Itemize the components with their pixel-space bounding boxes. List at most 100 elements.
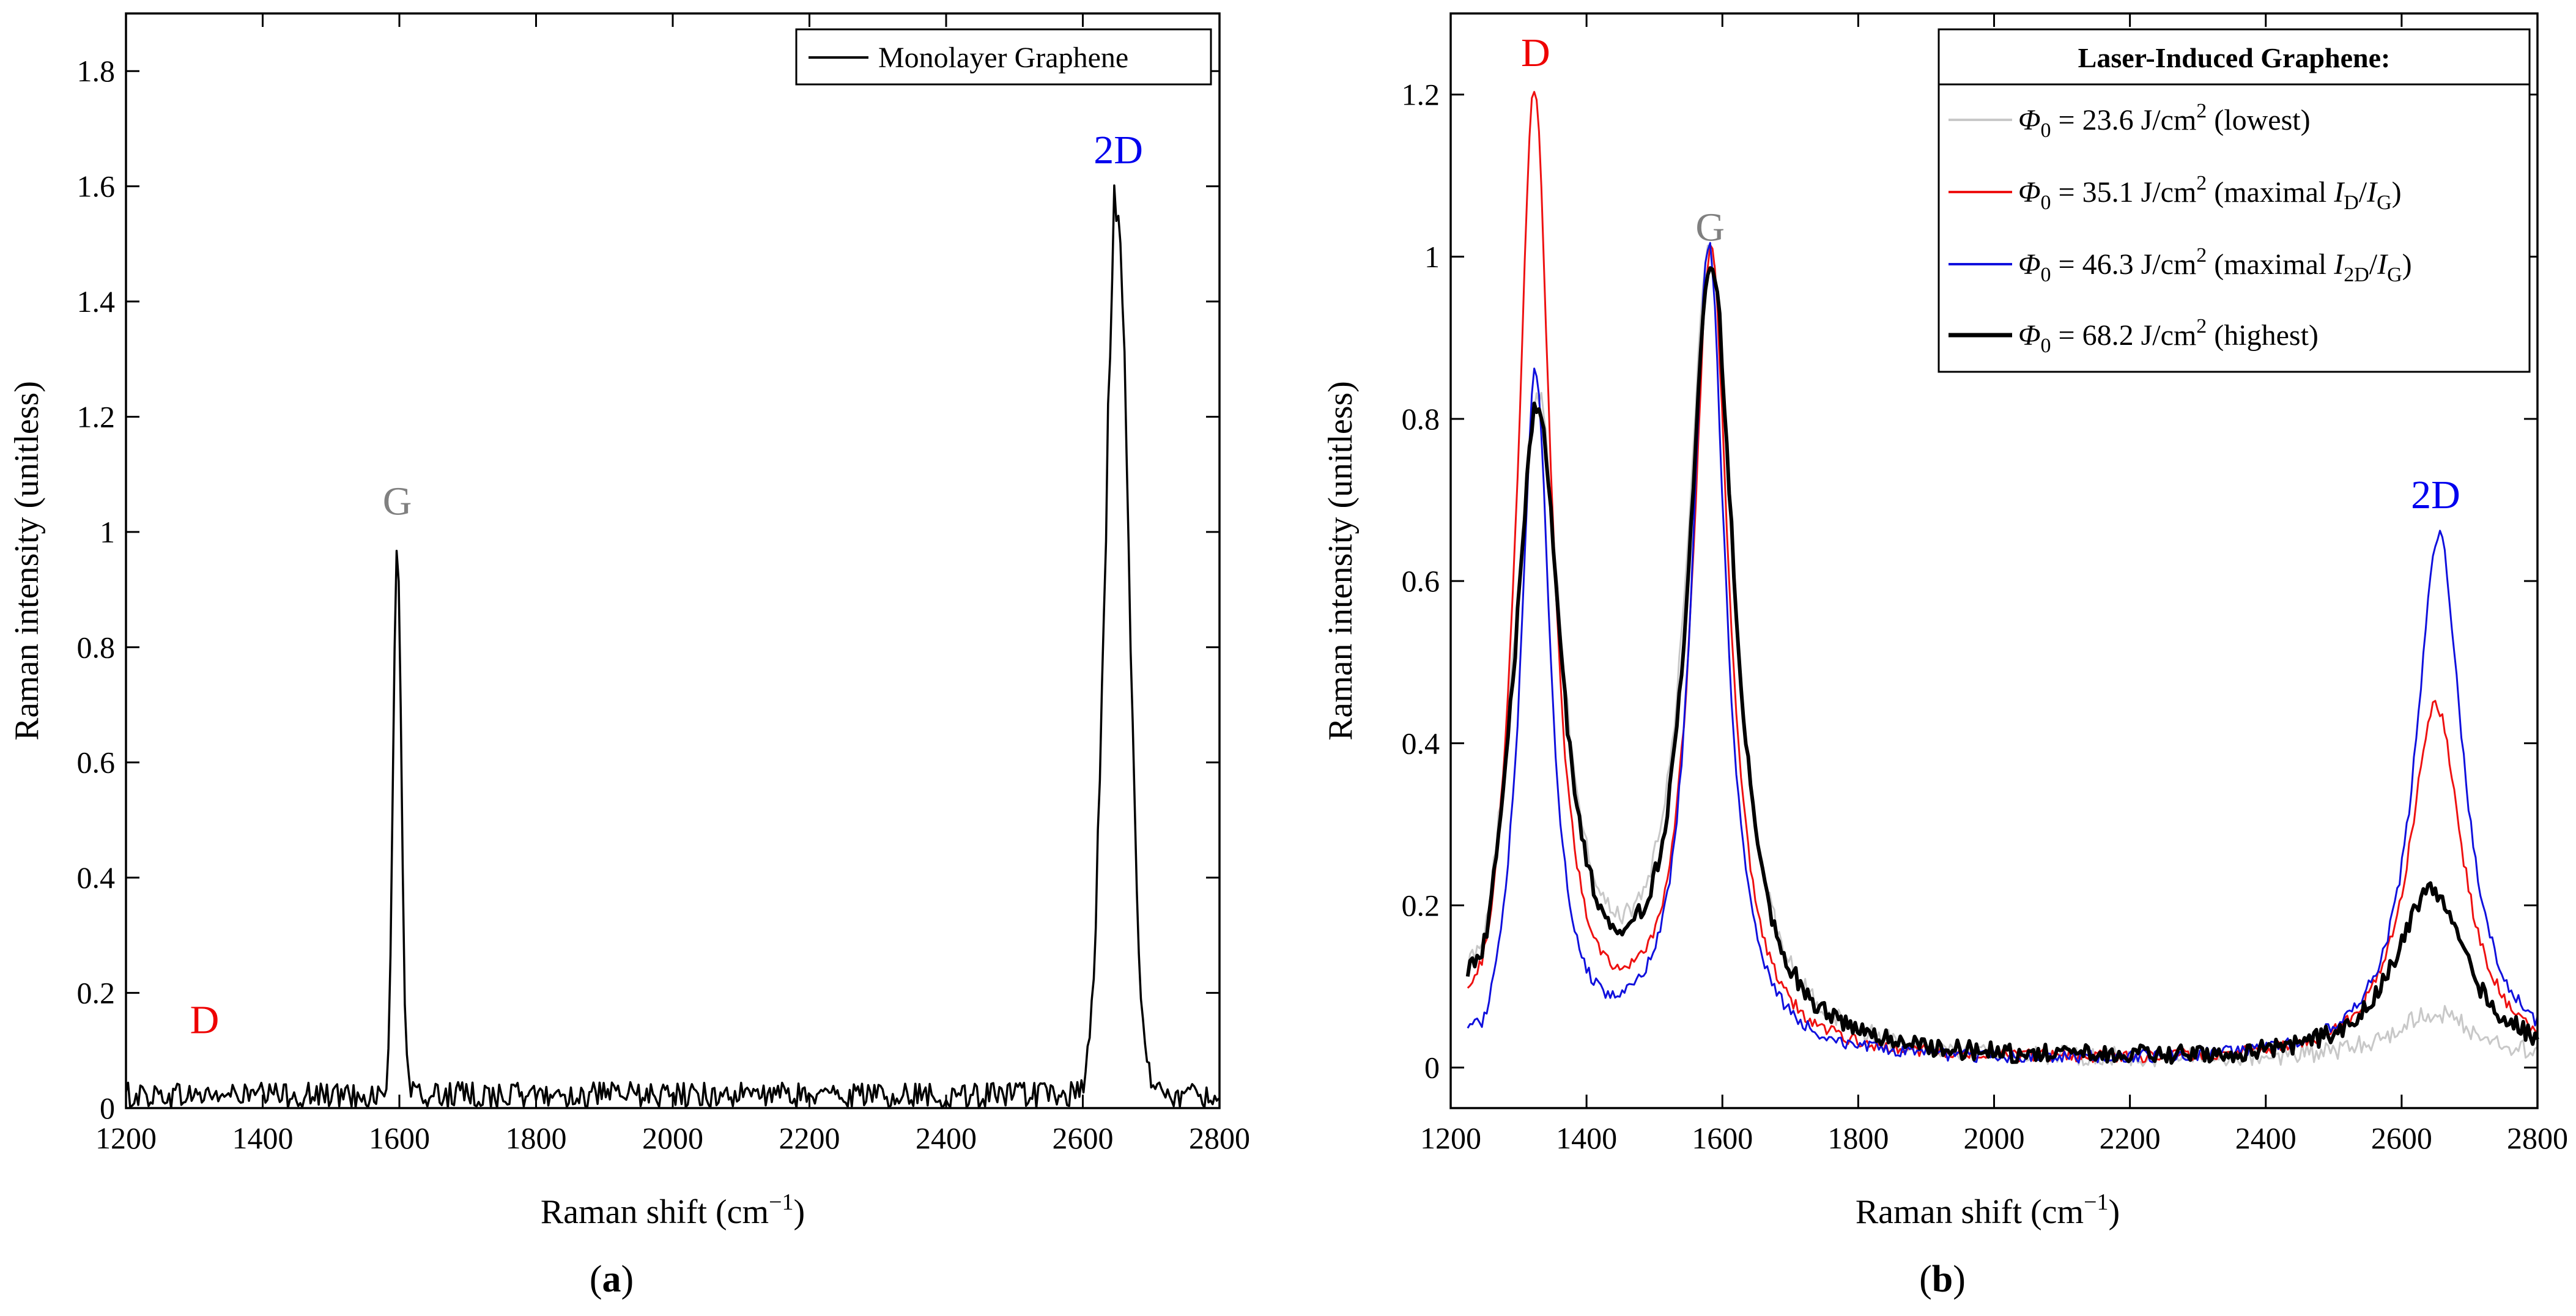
x-tick-label: 1600	[369, 1121, 430, 1155]
chart-a-panel-letter: a	[602, 1259, 621, 1300]
legend-0-sup: 2	[2196, 100, 2207, 122]
chart-a-legend: Monolayer Graphene	[795, 28, 1212, 86]
y-tick-label: 0.2	[77, 976, 116, 1010]
legend-3-rest: (highest)	[2207, 319, 2319, 352]
x-tick-label: 1200	[1420, 1121, 1481, 1155]
peak-label-2d: 2D	[1094, 128, 1143, 172]
legend-1-value: = 35.1 J/cm	[2051, 176, 2197, 209]
legend-2-phi: Φ	[2018, 248, 2041, 281]
legend-2-rest: (maximal	[2207, 248, 2334, 281]
legend-2-num: I	[2333, 248, 2345, 281]
y-tick-label: 0.4	[77, 860, 116, 895]
legend-3-sup: 2	[2196, 315, 2207, 338]
y-tick-label: 0.2	[1402, 889, 1440, 923]
chart-a-xlabel-text: Raman shift (cm	[541, 1193, 769, 1231]
chart-a-panel-label: (a)	[590, 1259, 634, 1300]
chart-a-ticks: 1200 1400 1600 1800 2000 2200 2400 2600 2800 0 0.2…	[77, 13, 1250, 1155]
legend-2-sub: 0	[2041, 264, 2051, 286]
legend-1-phi: Φ	[2018, 176, 2041, 209]
chart-b-xlabel: Raman shift (cm−1)	[1856, 1189, 2120, 1231]
legend-1-num: I	[2333, 176, 2345, 209]
chart-a-ylabel: Raman intensity (unitless)	[8, 381, 46, 741]
legend-1-sup: 2	[2196, 172, 2207, 194]
legend-3-value: = 68.2 J/cm	[2051, 319, 2197, 352]
peak-label-2d: 2D	[2411, 473, 2460, 517]
y-tick-label: 1.2	[1402, 78, 1440, 112]
x-tick-label: 2800	[2507, 1121, 2568, 1155]
chart-a-xlabel: Raman shift (cm−1)	[541, 1189, 805, 1231]
series-line-0	[125, 184, 1220, 1109]
chart-a-annotations: D G 2D	[190, 128, 1143, 1043]
chart-a-xlabel-close: )	[794, 1193, 805, 1231]
x-tick-label: 1200	[95, 1121, 157, 1155]
legend-3-sub: 0	[2041, 335, 2051, 357]
chart-b: 1200 1400 1600 1800 2000 2200 2400 2600 280000.2…	[1322, 12, 2568, 1300]
legend-2-close: )	[2402, 248, 2412, 281]
chart-a: 1200 1400 1600 1800 2000 2200 2400 2600 2800 0 0.2…	[8, 12, 1250, 1300]
legend-0-sub: 0	[2041, 119, 2051, 142]
chart-b-legend-box	[1938, 28, 2531, 373]
chart-b-xlabel-text: Raman shift (cm	[1856, 1193, 2084, 1231]
peak-label-d: D	[190, 998, 220, 1043]
chart-b-legend-entry-1: Φ0 = 35.1 J/cm2 (maximal ID/IG)	[2018, 172, 2402, 214]
chart-a-xlabel-sup: −1	[769, 1189, 793, 1215]
chart-b-panel-label: (b)	[1919, 1259, 1966, 1300]
legend-1-den: I	[2366, 176, 2378, 209]
legend-2-value: = 46.3 J/cm	[2051, 248, 2197, 281]
x-tick-label: 2400	[2235, 1121, 2297, 1155]
y-tick-label: 1.4	[77, 284, 116, 319]
x-tick-label: 2000	[1964, 1121, 2025, 1155]
chart-b-ylabel: Raman intensity (unitless)	[1322, 381, 1360, 741]
legend-0-phi: Φ	[2018, 104, 2041, 136]
chart-b-ticks: 1200 1400 1600 1800 2000 2200 2400 2600 280000.2…	[1402, 13, 2568, 1155]
legend-2-den: I	[2377, 248, 2388, 281]
legend-1-num-sub: D	[2344, 191, 2359, 214]
chart-b-legend-entry-0: Φ0 = 23.6 J/cm2 (lowest)	[2018, 100, 2311, 142]
y-tick-label: 1	[1424, 240, 1440, 274]
chart-b-legend-entry-3: Φ0 = 68.2 J/cm2 (highest)	[2018, 315, 2319, 357]
legend-2-sup: 2	[2196, 244, 2207, 267]
x-tick-label: 1400	[232, 1121, 294, 1155]
peak-label-d: D	[1521, 31, 1550, 75]
chart-b-xlabel-sup: −1	[2084, 1189, 2108, 1215]
x-tick-label: 2400	[916, 1121, 977, 1155]
chart-a-series-layer	[125, 184, 1220, 1109]
chart-b-series-layer	[1465, 91, 2539, 1068]
legend-3-phi: Φ	[2018, 319, 2041, 352]
y-tick-label: 0.6	[1402, 564, 1440, 598]
y-tick-label: 0.8	[1402, 402, 1440, 436]
chart-a-legend-label: Monolayer Graphene	[878, 42, 1128, 74]
x-tick-label: 2200	[779, 1121, 840, 1155]
x-tick-label: 2200	[2100, 1121, 2161, 1155]
x-tick-label: 1600	[1692, 1121, 1753, 1155]
y-tick-label: 0.8	[77, 630, 116, 664]
x-tick-label: 2000	[642, 1121, 703, 1155]
x-tick-label: 2800	[1189, 1121, 1250, 1155]
legend-2-den-sub: G	[2387, 264, 2402, 286]
peak-label-g: G	[1695, 205, 1725, 250]
x-tick-label: 2600	[1053, 1121, 1114, 1155]
legend-1-slash: /	[2359, 176, 2367, 209]
legend-1-den-sub: G	[2377, 191, 2392, 214]
chart-b-panel-letter: b	[1932, 1259, 1953, 1300]
legend-1-rest: (maximal	[2207, 176, 2334, 209]
legend-0-rest: (lowest)	[2207, 104, 2310, 136]
x-tick-label: 1400	[1556, 1121, 1617, 1155]
y-tick-label: 0.4	[1402, 726, 1440, 760]
chart-b-legend-entry-2: Φ0 = 46.3 J/cm2 (maximal I2D/IG)	[2018, 244, 2412, 286]
x-tick-label: 1800	[1827, 1121, 1889, 1155]
y-tick-label: 0	[100, 1091, 115, 1125]
y-tick-label: 0	[1424, 1051, 1440, 1085]
y-tick-label: 0.6	[77, 745, 116, 780]
x-tick-label: 1800	[506, 1121, 567, 1155]
y-tick-label: 1.6	[77, 169, 116, 204]
legend-2-slash: /	[2369, 248, 2378, 281]
chart-a-frame	[125, 12, 1221, 1109]
y-tick-label: 1	[100, 515, 115, 549]
chart-b-xlabel-close: )	[2109, 1193, 2120, 1231]
legend-0-value: = 23.6 J/cm	[2051, 104, 2197, 136]
y-tick-label: 1.2	[77, 399, 116, 434]
chart-b-legend-title: Laser-Induced Graphene:	[2078, 42, 2391, 73]
